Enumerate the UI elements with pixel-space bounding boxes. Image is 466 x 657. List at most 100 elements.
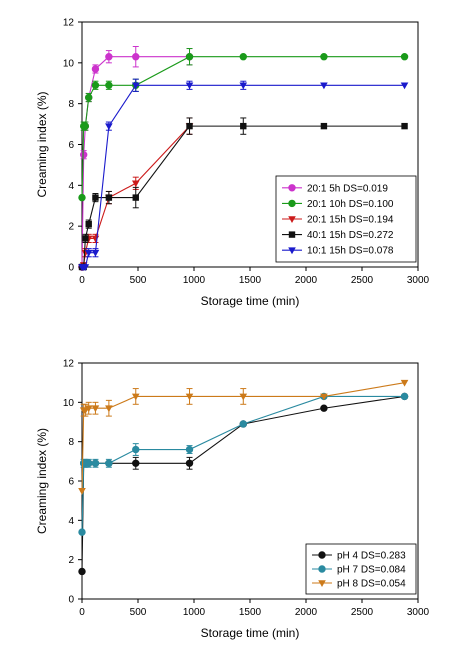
- data-point: [186, 122, 193, 130]
- x-tick-label: 2500: [351, 607, 374, 618]
- legend-label: 40:1 15h DS=0.272: [307, 230, 394, 241]
- legend-item: pH 8 DS=0.054: [312, 579, 406, 590]
- data-point: [185, 459, 194, 467]
- y-tick-label: 0: [68, 263, 74, 274]
- data-point: [91, 405, 100, 413]
- data-point: [240, 122, 247, 130]
- legend-item: 20:1 15h DS=0.194: [282, 215, 394, 226]
- x-tick-label: 0: [79, 275, 85, 286]
- data-point: [78, 193, 86, 202]
- series-line: [81, 56, 190, 268]
- y-tick-label: 4: [68, 181, 74, 192]
- x-tick-label: 1500: [239, 275, 262, 286]
- data-point: [132, 53, 140, 61]
- y-tick-label: 2: [68, 222, 74, 233]
- data-point: [400, 53, 409, 61]
- x-axis-label: Storage time (min): [201, 626, 300, 640]
- x-tick-label: 2000: [295, 607, 318, 618]
- data-point: [85, 93, 93, 102]
- data-point: [320, 82, 328, 90]
- legend-swatch-marker: [288, 199, 296, 208]
- data-point: [91, 249, 100, 257]
- legend-swatch-marker: [318, 551, 326, 559]
- data-point: [92, 194, 99, 201]
- data-point: [239, 420, 247, 428]
- y-tick-label: 8: [68, 437, 74, 448]
- legend-label: pH 8 DS=0.054: [337, 579, 406, 590]
- x-tick-label: 0: [79, 607, 85, 618]
- data-point: [132, 445, 140, 454]
- y-tick-label: 10: [63, 58, 75, 69]
- legend-item: 20:1 5h DS=0.019: [282, 183, 388, 194]
- data-point: [320, 53, 328, 61]
- legend-label: 10:1 15h DS=0.078: [307, 246, 394, 257]
- x-tick-label: 500: [130, 607, 147, 618]
- data-point: [320, 122, 328, 130]
- data-point: [105, 53, 113, 61]
- data-point: [105, 123, 113, 131]
- series-5: [78, 78, 409, 271]
- legend-item: 40:1 15h DS=0.272: [282, 230, 394, 241]
- data-point: [320, 393, 328, 401]
- data-point: [400, 379, 409, 387]
- x-tick-label: 3000: [407, 275, 430, 286]
- y-tick-label: 6: [68, 477, 74, 488]
- y-tick-label: 6: [68, 140, 74, 151]
- data-point: [105, 194, 113, 201]
- legend: pH 4 DS=0.283 pH 7 DS=0.084 pH 8 DS=0.054: [305, 543, 417, 595]
- legend-swatch-marker: [318, 565, 326, 573]
- data-point: [81, 122, 90, 130]
- data-point: [239, 393, 248, 401]
- x-tick-label: 3000: [407, 607, 430, 618]
- data-point: [105, 405, 113, 413]
- y-tick-label: 8: [68, 99, 74, 110]
- data-point: [185, 53, 194, 61]
- x-axis-label: Storage time (min): [201, 294, 300, 308]
- data-point: [91, 459, 100, 467]
- x-tick-label: 2500: [351, 275, 374, 286]
- data-point: [131, 82, 140, 90]
- y-tick-label: 4: [68, 516, 74, 527]
- creaming-chart-top: 0 500 1000 1500 2000 2500 3000 0 2 4 6 8 10 12 Storage…: [35, 18, 430, 309]
- legend-swatch-marker: [288, 216, 296, 223]
- data-point: [84, 249, 93, 257]
- legend-swatch-marker: [318, 580, 326, 587]
- x-tick-label: 1000: [183, 607, 206, 618]
- y-tick-label: 0: [68, 595, 74, 606]
- x-tick-label: 500: [130, 275, 147, 286]
- data-point: [131, 393, 140, 401]
- data-point: [400, 82, 409, 90]
- legend-label: 20:1 5h DS=0.019: [307, 183, 388, 194]
- legend-swatch-marker: [288, 184, 296, 192]
- y-tick-label: 2: [68, 555, 74, 566]
- y-tick-label: 12: [63, 359, 75, 370]
- data-point: [91, 81, 100, 89]
- data-point: [79, 151, 88, 159]
- series-2: [78, 392, 409, 536]
- data-point: [84, 405, 93, 413]
- data-point: [400, 392, 409, 401]
- data-point: [320, 404, 328, 412]
- legend-label: pH 7 DS=0.084: [337, 565, 406, 576]
- data-point: [105, 81, 113, 89]
- data-point: [78, 488, 86, 495]
- data-point: [239, 82, 248, 90]
- legend-item: 20:1 10h DS=0.100: [282, 199, 394, 210]
- data-point: [85, 459, 93, 467]
- data-point: [185, 82, 194, 90]
- y-tick-label: 10: [63, 398, 75, 409]
- series-3: [78, 379, 409, 495]
- data-point: [82, 235, 89, 242]
- data-point: [105, 459, 113, 467]
- data-point: [132, 194, 139, 201]
- legend-item: pH 4 DS=0.283: [312, 551, 406, 562]
- y-tick-label: 12: [63, 18, 75, 29]
- data-point: [185, 445, 194, 454]
- x-tick-label: 1500: [239, 607, 262, 618]
- data-point: [78, 567, 86, 576]
- data-point: [185, 393, 194, 401]
- series-2: [78, 48, 409, 202]
- data-point: [91, 235, 100, 243]
- data-point: [132, 459, 140, 467]
